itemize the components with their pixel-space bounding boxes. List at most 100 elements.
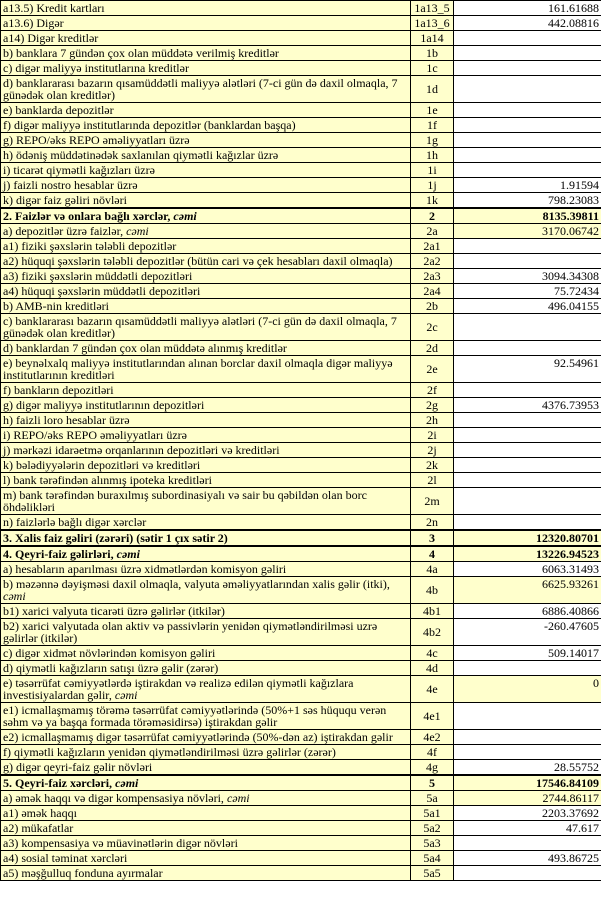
row-label-cell: a3) kompensasiya və müavinətlərin digər … xyxy=(0,835,411,851)
row-2a1: a1) fiziki şəxslərin tələbli depozitlər 2… xyxy=(0,238,601,254)
row-label: a2) hüquqi şəxslərin tələbli depozitlər … xyxy=(3,254,393,268)
row-label-cell: 2. Faizlər və onlara bağlı xərclər, cəmi xyxy=(0,207,411,224)
row-value-cell xyxy=(453,835,601,851)
row-2c: c) banklararası bazarın qısamüddətli mal… xyxy=(0,313,601,341)
row-label: c) digər maliyyə institutlarına kreditlə… xyxy=(3,61,189,75)
row-code-cell: 5a1 xyxy=(410,805,454,821)
row-label-cell: a5) məşğulluq fonduna ayırmalar xyxy=(0,865,411,881)
row-label-cell: 4. Qeyri-faiz gəlirləri, cəmi xyxy=(0,545,411,562)
row-label-cell: a2) hüquqi şəxslərin tələbli depozitlər … xyxy=(0,253,411,269)
row-1a13_5: a13.5) Kredit kartları 1a13_5 161.61688 xyxy=(0,0,601,16)
row-label-cell: e) banklarda depozitlər xyxy=(0,102,411,118)
row-1c: c) digər maliyyə institutlarına kreditlə… xyxy=(0,60,601,76)
row-2a: a) depozitlər üzrə faizlər, cəmi 2a 3170.0… xyxy=(0,223,601,239)
row-label: b2) xarici valyutada olan aktiv və passi… xyxy=(3,619,378,645)
row-label: m) bank tərəfindən buraxılmış subordinas… xyxy=(3,488,367,514)
row-value-cell xyxy=(453,238,601,254)
row-label: b) məzənnə dəyişməsi daxil olmaqla, valy… xyxy=(3,577,390,591)
row-label: a13.6) Digər xyxy=(3,16,64,30)
row-value-cell: 2744.86117 xyxy=(453,790,601,806)
row-value-cell xyxy=(453,117,601,133)
row-2m: m) bank tərəfindən buraxılmış subordinas… xyxy=(0,487,601,515)
row-code-cell: 1i xyxy=(410,162,454,178)
row-5a1: a1) əmək haqqı 5a1 2203.37692 xyxy=(0,805,601,821)
row-code-cell: 5a xyxy=(410,790,454,806)
row-1d: d) banklararası bazarın qısamüddətli mal… xyxy=(0,75,601,103)
row-label: i) ticarət qiymətli kağızları üzrə xyxy=(3,163,155,177)
row-code-cell: 4c xyxy=(410,645,454,661)
row-1a13_6: a13.6) Digər 1a13_6 442.08816 xyxy=(0,15,601,31)
row-code-cell: 2d xyxy=(410,340,454,356)
row-1h: h) ödəniş müddətinədək saxlanılan qiymət… xyxy=(0,147,601,163)
row-label-cell: f) qiymətli kağızların yenidən qiymətlən… xyxy=(0,744,411,760)
row-label: a4) hüquqi şəxslərin müddətli depozitlər… xyxy=(3,284,201,298)
row-value-cell xyxy=(453,132,601,148)
row-value-cell: 28.55752 xyxy=(453,759,601,776)
row-1b: b) banklara 7 gündən çox olan müddətə ve… xyxy=(0,45,601,61)
row-value-cell xyxy=(453,472,601,488)
row-code-cell: 4b2 xyxy=(410,618,454,646)
row-4g: g) digər qeyri-faiz gəlir növləri 4g 28.55… xyxy=(0,759,601,776)
row-5: 5. Qeyri-faiz xərcləri, cəmi 5 17546.84109 xyxy=(0,774,601,791)
row-value-cell: 92.54961 xyxy=(453,355,601,383)
row-label: a) depozitlər üzrə faizlər, xyxy=(3,224,127,238)
row-value-cell xyxy=(453,412,601,428)
row-value-cell: 509.14017 xyxy=(453,645,601,661)
row-label: d) qiymətli kağızların satışı üzrə gəlir… xyxy=(3,661,219,675)
row-label: g) REPO/əks REPO əməliyyatları üzrə xyxy=(3,133,190,147)
row-code-cell: 4a xyxy=(410,561,454,577)
row-2k: k) bələdiyyələrin depozitləri və kreditl… xyxy=(0,457,601,473)
row-code-cell: 5a4 xyxy=(410,850,454,866)
row-1a14: a14) Digər kreditlər 1a14 xyxy=(0,30,601,46)
row-4b1: b1) xarici valyuta ticarəti üzrə gəlirlə… xyxy=(0,603,601,619)
row-value-cell: -260.47605 xyxy=(453,618,601,646)
row-2d: d) banklardan 7 gündən çox olan müddətə … xyxy=(0,340,601,356)
row-label: f) qiymətli kağızların yenidən qiymətlən… xyxy=(3,745,336,759)
row-code-cell: 1a14 xyxy=(410,30,454,46)
row-value-cell xyxy=(453,660,601,676)
row-label-cell: a1) fiziki şəxslərin tələbli depozitlər xyxy=(0,238,411,254)
row-value-cell xyxy=(453,865,601,881)
row-label-cell: b2) xarici valyutada olan aktiv və passi… xyxy=(0,618,411,646)
row-label-cell: f) digər maliyyə institutlarında depozit… xyxy=(0,117,411,133)
row-value-cell xyxy=(453,744,601,760)
row-code-cell: 1g xyxy=(410,132,454,148)
row-label-cell: k) bələdiyyələrin depozitləri və kreditl… xyxy=(0,457,411,473)
row-value-cell: 1.91594 xyxy=(453,177,601,193)
row-label: a1) fiziki şəxslərin tələbli depozitlər xyxy=(3,239,177,253)
row-label: a14) Digər kreditlər xyxy=(3,31,99,45)
row-label: l) bank tərəfindən alınmış ipoteka kredi… xyxy=(3,473,212,487)
row-value-cell: 161.61688 xyxy=(453,0,601,16)
row-label-cell: a4) hüquqi şəxslərin müddətli depozitlər… xyxy=(0,283,411,299)
row-label-suffix: cəmi xyxy=(126,224,149,238)
row-value-cell: 17546.84109 xyxy=(453,774,601,791)
row-label-cell: f) bankların depozitləri xyxy=(0,382,411,398)
row-label: 4. Qeyri-faiz gəlirləri, xyxy=(3,547,117,561)
row-value-cell: 442.08816 xyxy=(453,15,601,31)
row-label: g) digər maliyyə institutlarının depozit… xyxy=(3,398,205,412)
row-1i: i) ticarət qiymətli kağızları üzrə 1i xyxy=(0,162,601,178)
row-label: b1) xarici valyuta ticarəti üzrə gəlirlə… xyxy=(3,604,225,618)
row-2h: h) faizli loro hesablar üzrə 2h xyxy=(0,412,601,428)
row-code-cell: 2a2 xyxy=(410,253,454,269)
row-code-cell: 3 xyxy=(410,529,454,547)
row-label-suffix: cəmi xyxy=(3,589,26,603)
row-4f: f) qiymətli kağızların yenidən qiymətlən… xyxy=(0,744,601,760)
row-label-cell: b1) xarici valyuta ticarəti üzrə gəlirlə… xyxy=(0,603,411,619)
row-code-cell: 2a4 xyxy=(410,283,454,299)
row-code-cell: 4b xyxy=(410,576,454,604)
row-label-cell: e) beynəlxalq maliyyə institutlarından a… xyxy=(0,355,411,383)
row-code-cell: 4b1 xyxy=(410,603,454,619)
row-label: a2) mükafatlar xyxy=(3,821,74,835)
row-code-cell: 1k xyxy=(410,192,454,209)
row-2a2: a2) hüquqi şəxslərin tələbli depozitlər … xyxy=(0,253,601,269)
row-value-cell: 13226.94523 xyxy=(453,545,601,562)
row-code-cell: 2j xyxy=(410,442,454,458)
row-value-cell: 6063.31493 xyxy=(453,561,601,577)
row-5a2: a2) mükafatlar 5a2 47.617 xyxy=(0,820,601,836)
row-value-cell xyxy=(453,45,601,61)
row-2i: i) REPO/əks REPO əməliyyatları üzrə 2i xyxy=(0,427,601,443)
row-value-cell xyxy=(453,427,601,443)
row-2l: l) bank tərəfindən alınmış ipoteka kredi… xyxy=(0,472,601,488)
row-label-suffix: cəmi xyxy=(226,791,250,805)
